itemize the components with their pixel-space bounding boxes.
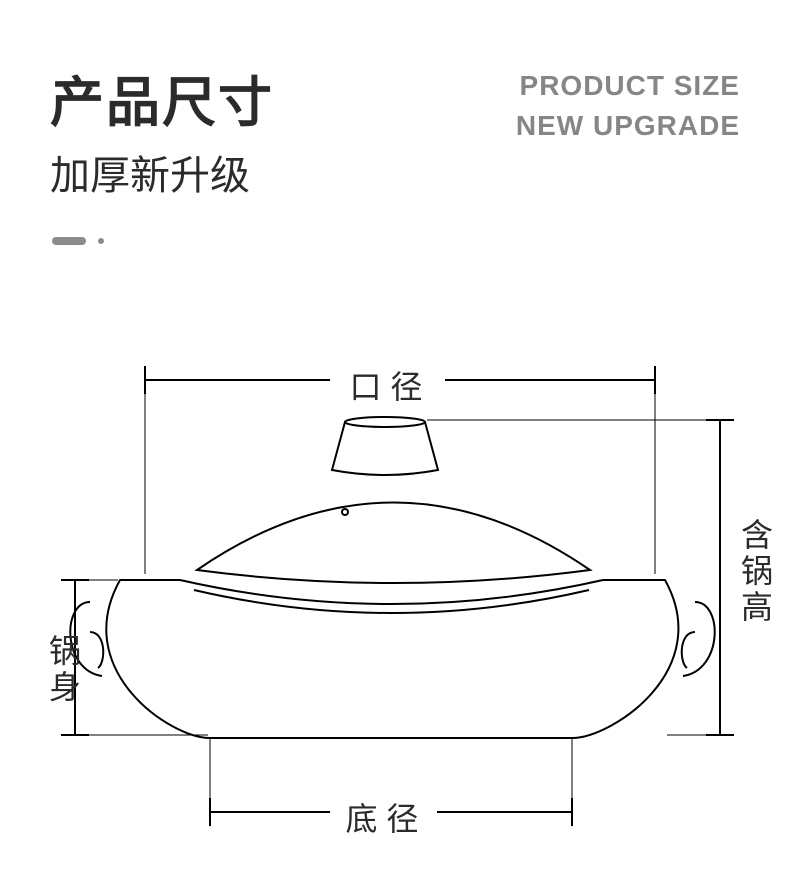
subtitle-en: NEW UPGRADE	[516, 110, 740, 142]
label-total-height: 含锅高	[732, 518, 778, 626]
label-top-diameter: 口 径	[350, 362, 423, 408]
title-cn: 产品尺寸	[50, 58, 274, 137]
title-en: PRODUCT SIZE	[516, 70, 740, 102]
decor-underline	[52, 235, 790, 245]
label-body-height: 锅身	[40, 634, 86, 706]
dimension-diagram: 口 径 锅身 含锅高 底 径	[0, 300, 790, 895]
header: 产品尺寸 加厚新升级 PRODUCT SIZE NEW UPGRADE	[0, 0, 790, 201]
subtitle-cn: 加厚新升级	[50, 143, 274, 201]
label-base-diameter: 底 径	[346, 794, 419, 840]
decor-dot-icon	[98, 238, 104, 244]
header-right: PRODUCT SIZE NEW UPGRADE	[516, 58, 740, 142]
decor-dash-icon	[52, 237, 86, 245]
header-left: 产品尺寸 加厚新升级	[50, 58, 274, 201]
